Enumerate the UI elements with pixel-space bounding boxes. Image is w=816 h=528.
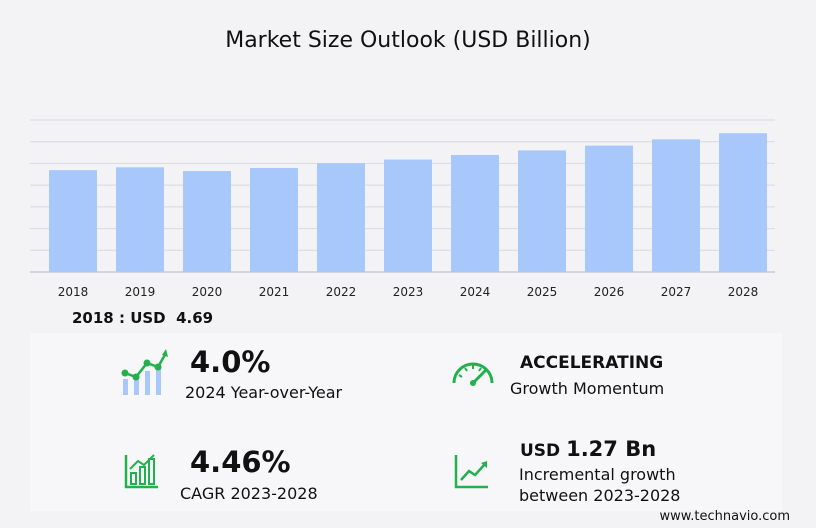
bar-2020[interactable] [183, 171, 231, 272]
x-tick-2022: 2022 [326, 285, 357, 299]
trend-up-icon [454, 455, 488, 489]
bar-growth-icon [124, 454, 158, 489]
bar-2023[interactable] [384, 159, 432, 272]
selected-year: 2018 [72, 309, 114, 327]
x-tick-2024: 2024 [460, 285, 491, 299]
cagr-value: 4.46% [190, 445, 291, 479]
stats-panel: 4.0% 2024 Year-over-Year ACCELERATING Gr… [30, 333, 782, 511]
incremental-unit: USD [520, 441, 561, 461]
bar-2022[interactable] [317, 163, 365, 272]
incremental-value-line: USD 1.27 Bn [520, 437, 656, 461]
bars [49, 133, 767, 272]
chart-title: Market Size Outlook (USD Billion) [225, 28, 591, 53]
speedometer-icon [452, 362, 494, 386]
incremental-value: 1.27 Bn [566, 437, 657, 461]
x-tick-2023: 2023 [393, 285, 424, 299]
bar-2024[interactable] [451, 154, 499, 272]
bar-2018[interactable] [49, 170, 97, 272]
footer-url: www.technavio.com [659, 509, 790, 524]
bar-2026[interactable] [585, 145, 633, 272]
x-tick-2020: 2020 [192, 285, 223, 299]
incremental-label-2: between 2023-2028 [519, 486, 681, 505]
bar-2019[interactable] [116, 167, 164, 272]
selected-value-readout: 2018 : USD 4.69 [72, 309, 214, 327]
bar-2028[interactable] [719, 133, 767, 272]
bar-chart: 2018 2019 2020 2021 2022 2023 2024 2025 2026 2027… [30, 119, 775, 299]
cagr-label: CAGR 2023-2028 [180, 484, 318, 503]
x-tick-2026: 2026 [594, 285, 625, 299]
selected-value: 4.69 [176, 309, 214, 327]
growth-chart-icon [121, 349, 168, 395]
bar-2021[interactable] [250, 167, 298, 272]
momentum-label: Growth Momentum [510, 379, 665, 398]
momentum-value: ACCELERATING [520, 353, 664, 373]
x-tick-2018: 2018 [58, 285, 89, 299]
x-tick-2025: 2025 [527, 285, 558, 299]
selected-unit: USD [130, 309, 166, 327]
x-tick-2028: 2028 [728, 285, 759, 299]
x-tick-labels: 2018 2019 2020 2021 2022 2023 2024 2025 2026 2027… [58, 285, 759, 299]
x-tick-2019: 2019 [125, 285, 156, 299]
x-tick-2027: 2027 [661, 285, 692, 299]
x-tick-2021: 2021 [259, 285, 290, 299]
bar-2027[interactable] [652, 139, 700, 272]
yoy-value: 4.0% [190, 345, 271, 379]
bar-2025[interactable] [518, 150, 566, 272]
yoy-label: 2024 Year-over-Year [185, 383, 343, 402]
incremental-label-1: Incremental growth [519, 465, 676, 484]
